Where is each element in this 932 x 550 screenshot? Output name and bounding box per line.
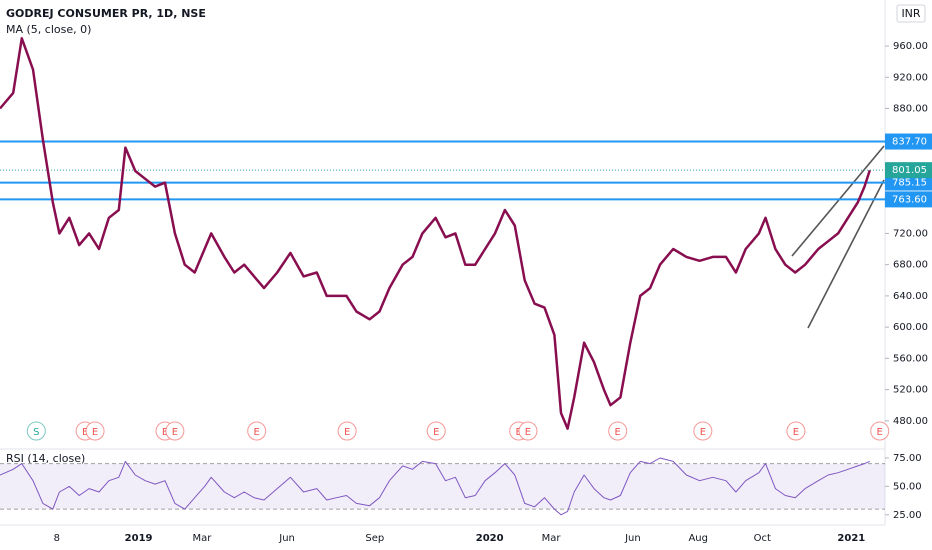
event-label: S	[33, 427, 39, 438]
event-marker	[518, 421, 538, 441]
rsi-line	[0, 457, 870, 516]
event-marker	[26, 421, 46, 441]
x-tick-label: 2020	[476, 533, 504, 544]
event-label: E	[82, 427, 88, 438]
event-label: E	[700, 427, 706, 438]
y-tick-label: 680.00	[893, 260, 928, 271]
trend-line	[791, 145, 885, 257]
x-tick-label: Oct	[754, 533, 771, 544]
event-label: E	[525, 427, 531, 438]
rsi-band	[0, 463, 885, 510]
x-tick-label: Jun	[278, 533, 295, 544]
y-tick-label: 480.00	[893, 416, 928, 427]
event-label: E	[172, 427, 178, 438]
y-tick-label: 600.00	[893, 322, 928, 333]
event-marker	[337, 421, 357, 441]
level-label: 785.15	[892, 178, 927, 189]
event-label: E	[615, 427, 621, 438]
chart-title: GODREJ CONSUMER PR, 1D, NSE	[6, 7, 206, 20]
level-label-box	[885, 191, 932, 208]
event-marker	[693, 421, 713, 441]
event-label: E	[344, 427, 350, 438]
rsi-label: RSI (14, close)	[6, 452, 85, 465]
indicator-label: MA (5, close, 0)	[6, 23, 91, 36]
y-tick-label: 640.00	[893, 291, 928, 302]
price-axis: 25.00 50.00 75.00	[885, 453, 922, 521]
event-label: E	[92, 427, 98, 438]
event-label: E	[877, 427, 883, 438]
x-tick-label: Jun	[624, 533, 641, 544]
currency-box[interactable]	[896, 4, 926, 23]
event-marker	[786, 421, 806, 441]
last-price-box	[885, 162, 932, 179]
price-axis: 480.00 520.00 560.00 600.00 640.00 680.00 720.…	[885, 41, 928, 427]
event-label: E	[433, 427, 439, 438]
event-label: E	[254, 427, 260, 438]
y-tick-label: 25.00	[893, 510, 922, 521]
event-marker	[85, 421, 105, 441]
event-marker	[247, 421, 267, 441]
event-marker	[870, 421, 890, 441]
event-label: E	[162, 427, 168, 438]
trend-line	[807, 179, 885, 329]
level-label: 837.70	[892, 137, 927, 148]
x-tick-label: Mar	[193, 533, 213, 544]
x-tick-label: 2021	[837, 533, 865, 544]
y-tick-label: 720.00	[893, 228, 928, 239]
y-tick-label: 75.00	[893, 453, 922, 464]
y-tick-label: 50.00	[893, 481, 922, 492]
y-tick-label: 960.00	[893, 41, 928, 52]
y-tick-label: 520.00	[893, 385, 928, 396]
x-tick-label: 2019	[125, 533, 153, 544]
event-marker	[608, 421, 628, 441]
level-label-box	[885, 174, 932, 191]
level-label: 763.60	[892, 194, 927, 205]
price-line	[0, 37, 871, 430]
event-marker	[426, 421, 446, 441]
event-label: E	[793, 427, 799, 438]
event-marker	[165, 421, 185, 441]
y-tick-label: 880.00	[893, 104, 928, 115]
level-label-box	[885, 133, 932, 150]
x-tick-label: Mar	[542, 533, 562, 544]
x-tick-label: 8	[54, 533, 60, 544]
y-tick-label: 920.00	[893, 72, 928, 83]
x-tick-label: Sep	[365, 533, 384, 544]
currency[interactable]: INR	[901, 7, 920, 20]
y-tick-label: 560.00	[893, 353, 928, 364]
last-price-label: 801.05	[892, 165, 927, 176]
x-tick-label: Aug	[688, 533, 708, 544]
